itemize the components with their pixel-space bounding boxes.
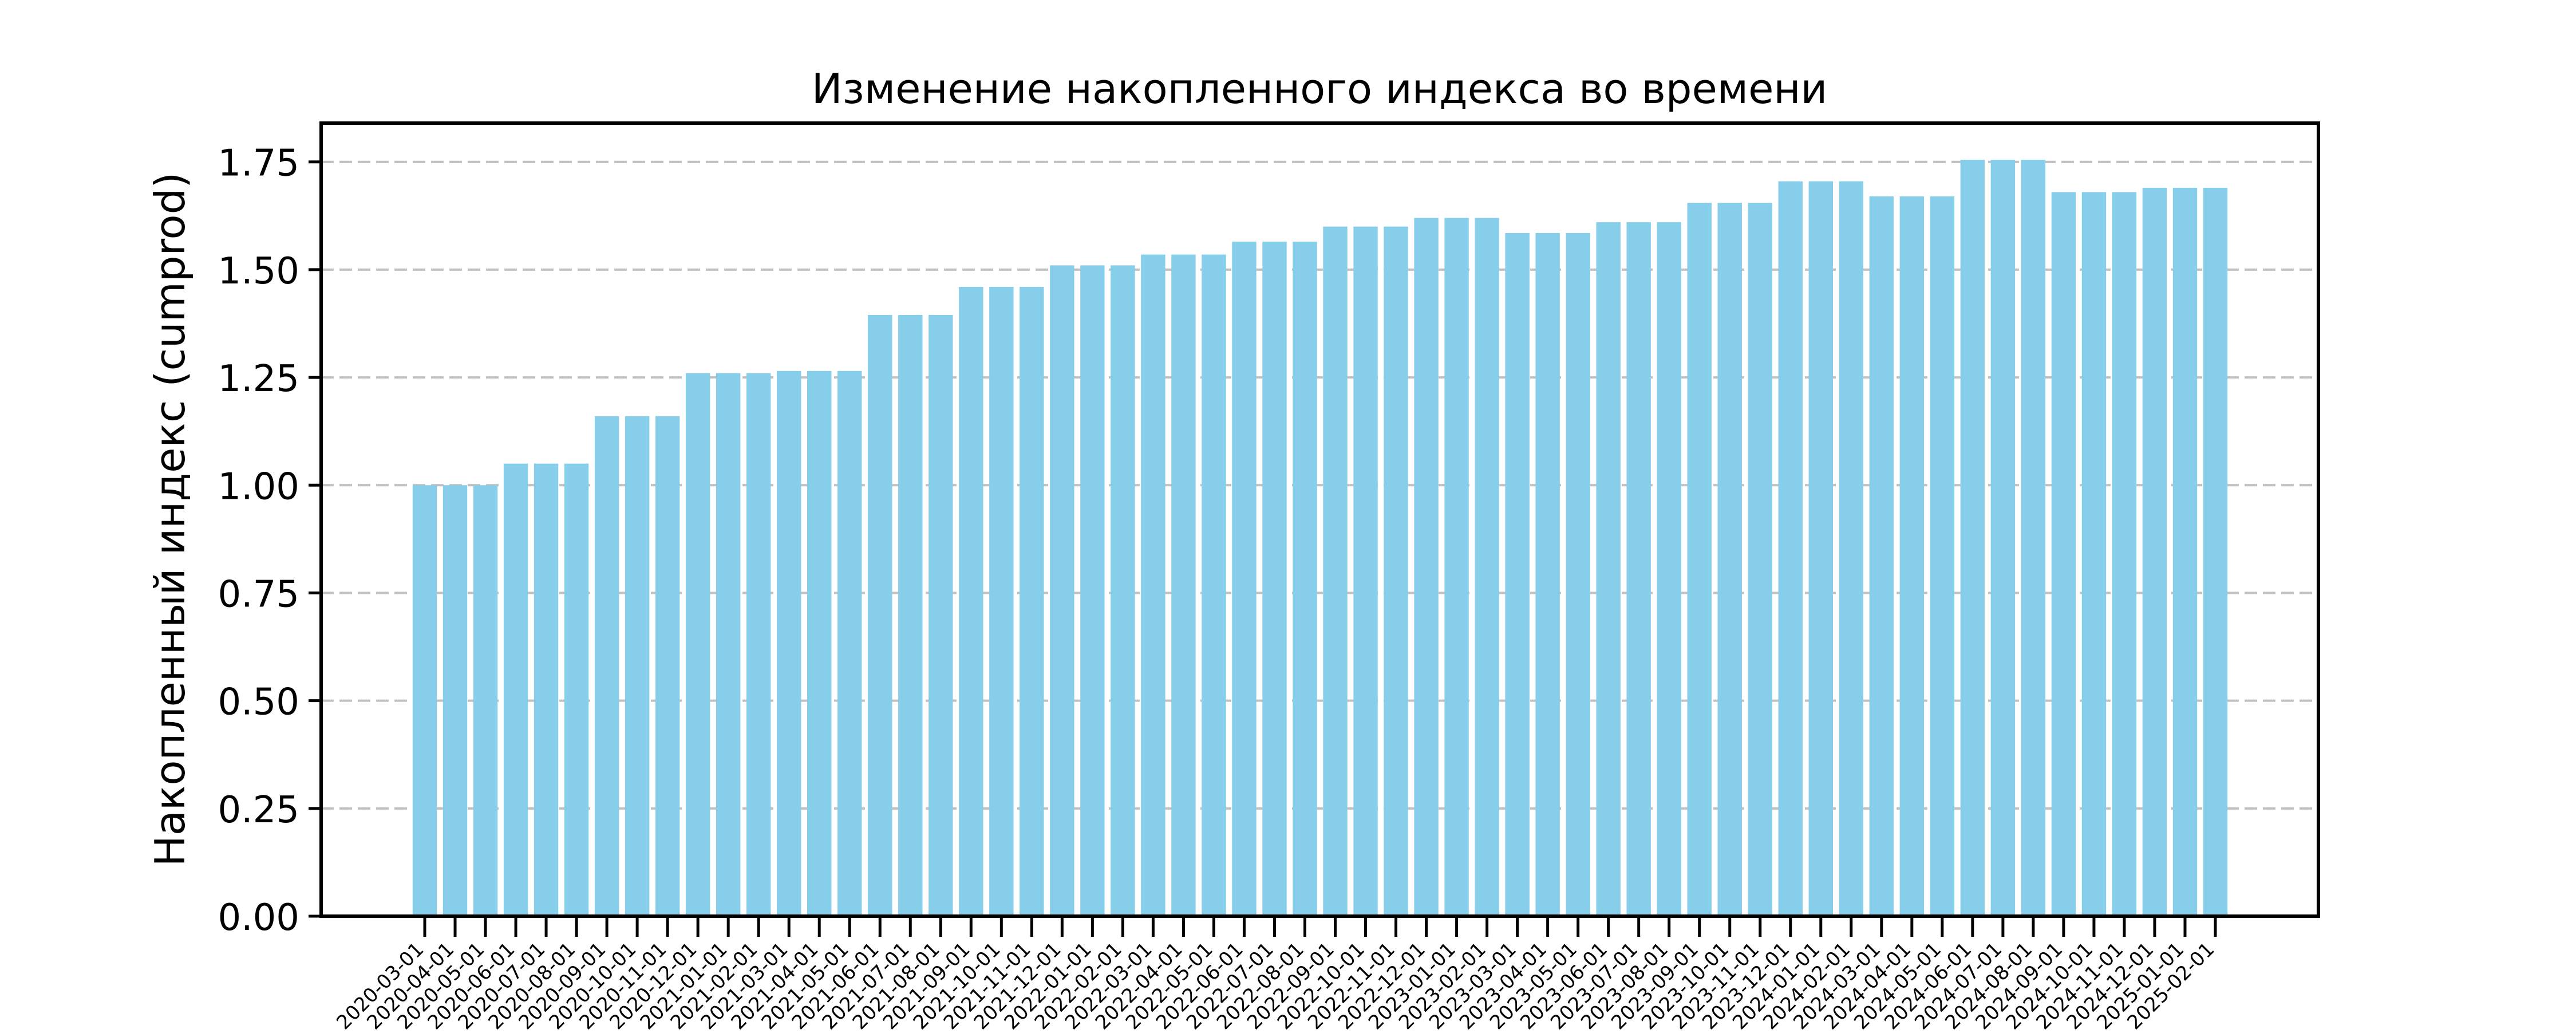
- bar: [746, 373, 771, 916]
- bar: [655, 416, 680, 916]
- bar: [1808, 181, 1833, 917]
- plot-frame: [319, 121, 2320, 918]
- bar: [1990, 159, 2016, 917]
- bar: [2081, 192, 2107, 916]
- bar: [1930, 196, 1955, 917]
- bar: [1778, 181, 1803, 917]
- bar: [1414, 218, 1439, 916]
- bar: [1353, 226, 1378, 917]
- y-tick-label: 1.50: [218, 250, 300, 293]
- y-tick-label: 1.25: [218, 358, 300, 400]
- bar: [959, 287, 983, 917]
- bar: [685, 373, 710, 916]
- bar: [473, 485, 498, 916]
- bar: [1293, 241, 1317, 916]
- bar: [1566, 232, 1590, 917]
- bar: [2203, 187, 2228, 917]
- bar: [1505, 232, 1530, 917]
- y-tick-label: 0.00: [218, 897, 300, 939]
- bar: [1717, 203, 1742, 917]
- grid-lines: [321, 160, 2318, 810]
- bar: [1111, 265, 1135, 916]
- bar: [2021, 159, 2046, 917]
- bar: [1323, 226, 1348, 917]
- bar: [1475, 218, 1499, 916]
- bar: [1384, 226, 1408, 917]
- bar: [1960, 159, 1985, 917]
- bar: [1080, 265, 1105, 916]
- y-axis-ticks: 0.00 0.25 0.50 0.75 1.00 1.25 1.50 1.75: [218, 143, 321, 939]
- bar: [1657, 222, 1681, 916]
- bars: [412, 159, 2228, 917]
- bar: [2142, 187, 2167, 917]
- bar: [625, 416, 650, 916]
- bar: [1202, 254, 1226, 916]
- y-tick-label: 0.25: [218, 789, 300, 831]
- bar: [1444, 218, 1469, 916]
- bar: [1748, 203, 1772, 917]
- bar: [1839, 181, 1864, 917]
- bar: [564, 463, 589, 916]
- bar: [1596, 222, 1621, 916]
- bar: [503, 463, 528, 916]
- y-axis-label: Накопленный индекс (cumprod): [146, 172, 194, 867]
- bar: [1535, 232, 1560, 917]
- bar: [776, 370, 801, 916]
- bar: [1141, 254, 1165, 916]
- chart-title: Изменение накопленного индекса во времен…: [812, 65, 1828, 113]
- bar: [1687, 203, 1712, 917]
- y-tick-label: 1.00: [218, 466, 300, 508]
- bar: [1262, 241, 1287, 916]
- bar: [929, 314, 953, 916]
- bar: [1232, 241, 1257, 916]
- bar: [716, 373, 741, 916]
- bar: [898, 314, 923, 916]
- bar: [2112, 192, 2137, 916]
- bar: [534, 463, 559, 916]
- bar: [2051, 192, 2076, 916]
- bar: [868, 314, 892, 916]
- bar: [1171, 254, 1196, 916]
- bar: [442, 485, 468, 916]
- bar: [837, 370, 862, 916]
- bar: [1020, 287, 1044, 917]
- bar: [594, 416, 619, 916]
- bar: [1899, 196, 1925, 917]
- y-tick-label: 0.50: [218, 681, 300, 724]
- bar: [1050, 265, 1074, 916]
- bar: [989, 287, 1014, 917]
- bar: [1869, 196, 1894, 917]
- bar: [1626, 222, 1651, 916]
- y-tick-label: 0.75: [218, 573, 300, 616]
- bar: [412, 485, 437, 916]
- bar: [2172, 187, 2198, 917]
- x-axis-ticks: 2020-03-012020-04-012020-05-012020-06-01…: [332, 916, 2219, 1033]
- bar: [807, 370, 832, 916]
- y-tick-label: 1.75: [218, 143, 300, 185]
